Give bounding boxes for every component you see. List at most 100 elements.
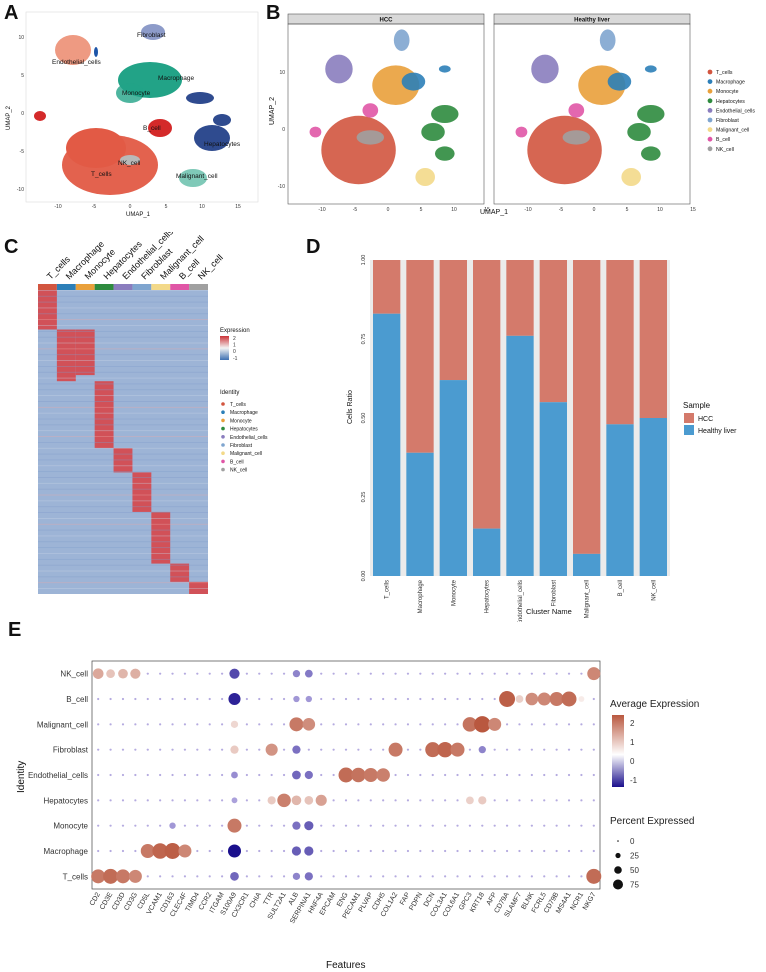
- panel-b-legend-label: Malignant_cell: [716, 128, 749, 134]
- panel-c-noise: [38, 477, 208, 478]
- panel-e-dot: [320, 697, 323, 701]
- panel-e-dot: [592, 799, 595, 802]
- panel-b-cluster: [621, 168, 641, 186]
- panel-a-plot-frame: [25, 11, 259, 203]
- panel-e-dot: [580, 723, 583, 726]
- panel-c-identity-cell: [151, 284, 171, 290]
- panel-e-dot: [97, 748, 100, 751]
- cluster-hepatocytes: [194, 125, 230, 151]
- panel-e-dot: [267, 796, 276, 805]
- panel-e-dot: [555, 875, 558, 878]
- panel-b-xtick: 5: [420, 207, 423, 213]
- panel-e-dot: [159, 773, 162, 777]
- panel-e-dot: [230, 745, 239, 754]
- panel-e-dot: [121, 748, 125, 751]
- panel-e-dot: [159, 672, 162, 675]
- panel-e-plot-frame: [91, 660, 601, 890]
- panel-d-bar-healthy: [606, 424, 634, 576]
- panel-e-dot: [357, 748, 360, 751]
- panel-b-legend-label: Hepatocytes: [716, 99, 745, 105]
- panel-e-dot: [292, 670, 301, 678]
- cluster-small-blue: [94, 47, 98, 57]
- panel-e-dot: [363, 768, 378, 782]
- panel-e-dot: [555, 723, 558, 726]
- panel-a-label-3: Monocyte: [122, 90, 151, 97]
- panel-e-dot: [437, 741, 453, 758]
- panel-e-dot: [456, 773, 459, 777]
- panel-e-dot: [208, 748, 211, 751]
- panel-c-noise: [38, 313, 208, 315]
- panel-a-label-7: T_cells: [91, 171, 112, 178]
- panel-e-dot: [567, 723, 571, 726]
- panel-e-dot: [196, 799, 199, 802]
- panel-e-dot: [450, 742, 465, 757]
- panel-e-identity-label: B_cell: [66, 695, 88, 704]
- panel-e-pct-dot: [614, 866, 622, 874]
- panel-e-dot: [282, 849, 286, 853]
- panel-c-noise: [38, 564, 208, 566]
- panel-e-dot: [530, 824, 533, 827]
- panel-b-ylabel: UMAP_2: [269, 97, 276, 125]
- panel-e-dot: [505, 672, 509, 675]
- panel-e-dot: [580, 875, 583, 878]
- panel-e-dot: [178, 844, 192, 858]
- panel-e-dot: [292, 770, 301, 780]
- panel-d-ytick: 0.25: [361, 492, 367, 503]
- panel-e-dot: [382, 723, 385, 726]
- panel-c-noise: [38, 354, 208, 356]
- panel-d-legend-swatch: [684, 413, 694, 423]
- panel-e-dot: [431, 723, 434, 726]
- panel-c-identity-cell: [170, 284, 190, 290]
- panel-e-dot: [245, 748, 248, 751]
- panel-b-xtick: -5: [353, 207, 358, 213]
- panel-e-dot: [196, 748, 199, 751]
- panel-e-dot: [406, 748, 410, 751]
- panel-e-dot: [555, 849, 558, 853]
- panel-e-dot: [518, 748, 521, 751]
- panel-b-cluster: [421, 123, 445, 141]
- panel-e-dot: [128, 869, 142, 883]
- panel-e-dot: [419, 697, 422, 701]
- panel-e-dot: [183, 824, 187, 827]
- panel-e-dot: [344, 697, 348, 701]
- panel-a-label-1: Endothelial_cells: [52, 59, 102, 66]
- panel-e-dot: [419, 672, 422, 675]
- panel-c-noise: [38, 307, 208, 309]
- panel-e-dot: [289, 717, 304, 732]
- panel-e-dot: [282, 748, 286, 751]
- panel-e-avg-expr-tick: 0: [630, 757, 635, 766]
- panel-e-dot: [208, 723, 211, 726]
- panel-c-noise: [38, 330, 208, 332]
- panel-e-avg-expr-tick: 1: [630, 738, 635, 747]
- panel-e-dot: [580, 672, 583, 675]
- panel-d-xtick: T_cells: [385, 580, 391, 599]
- panel-e-dot: [270, 672, 273, 675]
- panel-c-noise: [38, 529, 208, 531]
- panel-d-bars: [370, 260, 670, 576]
- cluster-endothelial: [55, 35, 91, 65]
- panel-e-dot: [456, 697, 459, 701]
- panel-c-noise: [38, 383, 208, 385]
- panel-e-dot: [293, 695, 300, 703]
- panel-e-dot: [97, 849, 100, 853]
- panel-e-dot: [567, 672, 571, 675]
- panel-e-dot: [146, 748, 149, 751]
- panel-e-avg-expr-tick: 2: [630, 719, 635, 728]
- panel-d-xtick: Monocyte: [451, 579, 457, 606]
- panel-e-dot: [229, 668, 240, 679]
- panel-e-identity-labels: NK_cell B_cell Malignant_cell Fibroblast End…: [28, 670, 89, 882]
- panel-e-dot: [580, 849, 583, 853]
- panel-c-noise: [38, 582, 208, 584]
- panel-b-legend-swatch: [707, 108, 713, 113]
- panel-e-dot: [159, 697, 162, 701]
- panel-e-dot: [382, 672, 385, 675]
- panel-e-dot: [444, 723, 447, 726]
- panel-c-block: [189, 581, 208, 594]
- panel-b-cluster: [644, 65, 657, 73]
- panel-e-dot: [543, 824, 546, 827]
- panel-c-noise: [38, 494, 208, 496]
- panel-e-dot: [258, 824, 261, 827]
- panel-d-stacked-bar-chart: 0.00 0.25 0.50 0.75 1.00 T_cells Macrophage Mo…: [347, 255, 737, 622]
- panel-d-xlabel: Cluster Name: [526, 607, 572, 616]
- panel-e-dot: [369, 824, 372, 827]
